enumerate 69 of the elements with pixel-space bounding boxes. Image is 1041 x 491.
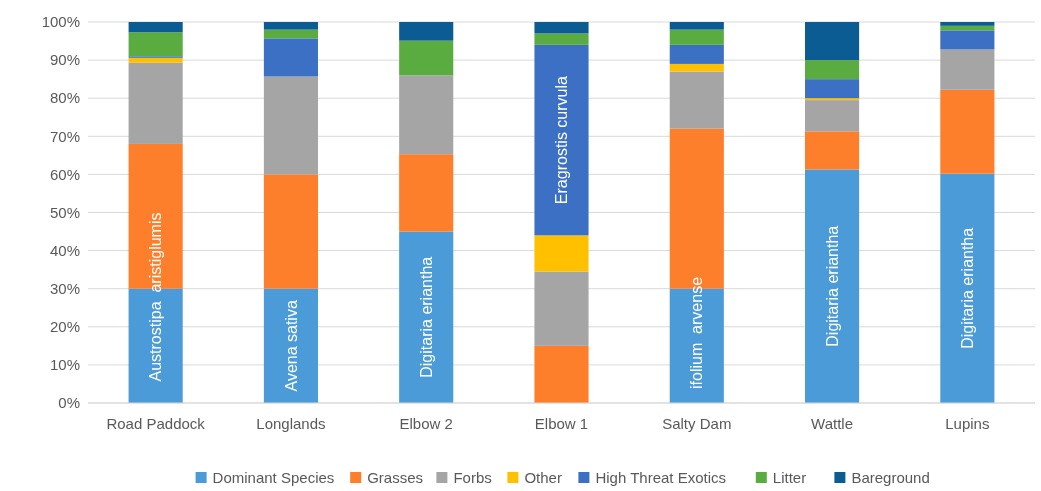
bar xyxy=(805,131,860,170)
bar xyxy=(263,174,318,289)
legend-label: Other xyxy=(524,469,562,487)
legend-label: Bareground xyxy=(851,469,930,487)
annotation: Digitaria eriantha xyxy=(958,227,976,349)
bar xyxy=(128,57,183,63)
legend-label: Dominant Species xyxy=(212,469,335,487)
bar xyxy=(399,40,454,76)
bar xyxy=(128,62,183,144)
bar xyxy=(534,22,589,34)
bar xyxy=(940,22,995,26)
annotation: Austrostipa aristiglumis xyxy=(147,212,165,382)
bar xyxy=(940,173,995,403)
x-tick-label: Road Paddock xyxy=(106,415,206,432)
y-tick-label: 90% xyxy=(49,51,80,69)
y-tick-label: 50% xyxy=(49,203,80,221)
bar xyxy=(263,38,318,77)
annotation: Eragrostis curvula xyxy=(553,75,571,205)
x-tick-label: Wattle xyxy=(811,415,854,432)
bar xyxy=(263,76,318,175)
bar xyxy=(805,60,860,80)
bar xyxy=(534,44,589,236)
annotation: Digitaria eriantha xyxy=(417,256,435,378)
bar xyxy=(534,235,589,272)
y-tick-label: 10% xyxy=(49,356,80,374)
bar xyxy=(263,22,318,30)
y-tick-label: 100% xyxy=(41,13,80,31)
y-tick-label: 40% xyxy=(49,241,80,259)
annotation: Digitaria eriantha xyxy=(823,225,841,347)
bar xyxy=(940,89,995,174)
legend-label: Grasses xyxy=(367,469,424,487)
y-tick-label: 20% xyxy=(49,318,80,336)
bar xyxy=(940,30,995,50)
bar xyxy=(128,32,183,57)
x-tick-label: Salty Dam xyxy=(662,415,732,432)
bar xyxy=(399,154,454,232)
bar xyxy=(399,22,454,41)
legend-label: High Threat Exotics xyxy=(595,469,727,487)
bar xyxy=(669,22,724,30)
bar xyxy=(805,100,860,132)
x-tick-label: Elbow 2 xyxy=(399,415,453,432)
bar xyxy=(534,33,589,45)
y-tick-label: 0% xyxy=(58,394,80,412)
y-tick-label: 60% xyxy=(49,165,80,183)
legend-label: Forbs xyxy=(453,469,492,487)
bar xyxy=(940,49,995,90)
bar xyxy=(805,22,860,61)
y-tick-label: 80% xyxy=(49,89,80,107)
y-tick-label: 70% xyxy=(49,127,80,145)
bar xyxy=(399,231,454,403)
x-tick-label: Elbow 1 xyxy=(534,415,589,432)
bar xyxy=(669,71,724,129)
x-tick-label: Lupins xyxy=(945,415,990,432)
bar xyxy=(534,271,589,346)
legend-label: Litter xyxy=(772,469,807,487)
bar xyxy=(399,75,454,155)
bar xyxy=(669,29,724,45)
annotation: ifolium arvense xyxy=(688,276,706,390)
bar xyxy=(128,22,183,33)
bar xyxy=(263,29,318,39)
bar xyxy=(669,44,724,64)
bar xyxy=(805,169,860,403)
bar xyxy=(669,63,724,72)
annotation: Avena sativa xyxy=(282,300,300,392)
y-tick-label: 30% xyxy=(49,279,80,297)
x-tick-label: Longlands xyxy=(256,415,326,432)
bar xyxy=(263,288,318,403)
bar xyxy=(805,79,860,99)
bar xyxy=(534,345,589,403)
